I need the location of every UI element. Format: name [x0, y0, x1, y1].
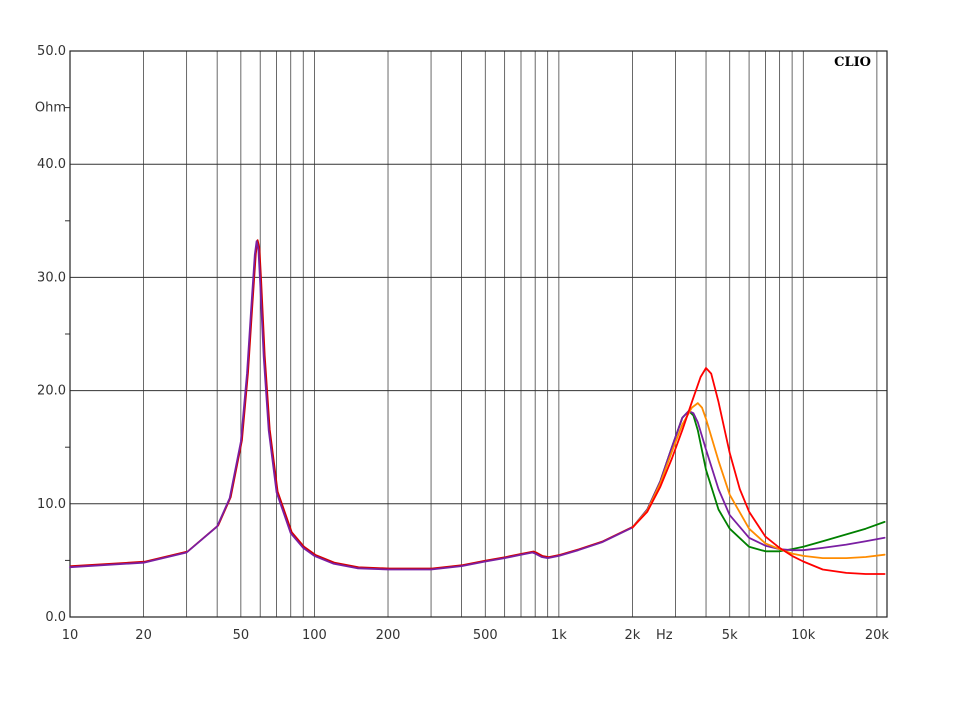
- x-tick-label: 20: [135, 628, 152, 643]
- curve-series-4: [631, 367, 886, 575]
- y-axis-unit-label: Ohm: [35, 101, 66, 116]
- x-tick-label: 100: [302, 628, 327, 643]
- x-tick-label: 10: [62, 628, 79, 643]
- x-axis-ticks: 10 20 50 100 200 500 1k 2k 5k 10k 20k: [62, 628, 890, 643]
- x-tick-label: 500: [473, 628, 498, 643]
- y-tick-label: 20.0: [37, 384, 66, 399]
- curve-series-2: [631, 410, 886, 552]
- curve-low-band-purple: [69, 240, 634, 571]
- x-tick-label: 5k: [722, 628, 738, 643]
- plot-frame: [69, 50, 888, 618]
- x-tick-label: 2k: [625, 628, 641, 643]
- x-axis-unit-label: Hz: [656, 628, 673, 643]
- curve-series-3: [631, 402, 886, 559]
- y-tick-label: 40.0: [37, 157, 66, 172]
- x-tick-label: 20k: [865, 628, 890, 643]
- y-tick-label: 50.0: [37, 44, 66, 59]
- brand-logo-text: CLIO: [834, 55, 871, 70]
- y-tick-label: 30.0: [37, 270, 66, 285]
- x-tick-label: 1k: [551, 628, 567, 643]
- chart-curves: [69, 239, 886, 575]
- x-tick-label: 10k: [791, 628, 816, 643]
- x-tick-label: 200: [376, 628, 401, 643]
- curve-series-1: [631, 410, 886, 553]
- x-tick-label: 50: [233, 628, 250, 643]
- chart-grid: [65, 51, 887, 617]
- curve-low-band-red: [70, 239, 635, 570]
- y-tick-label: 0.0: [45, 610, 66, 625]
- y-axis-ticks: 0.0 10.0 20.0 30.0 40.0 50.0: [37, 44, 66, 625]
- y-tick-label: 10.0: [37, 497, 66, 512]
